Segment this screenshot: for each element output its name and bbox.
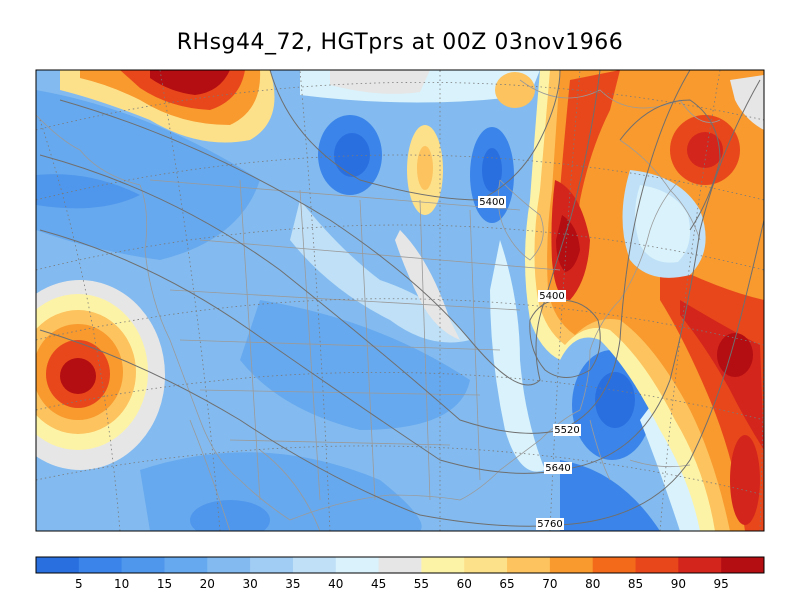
colorbar-cell: [549, 557, 594, 573]
moist-cell-west-5: [60, 358, 96, 394]
height-contour-ne: [619, 99, 721, 231]
border-vert-4: [419, 199, 431, 501]
colorbar-cell: [464, 557, 508, 573]
longitude-line-2: [159, 70, 221, 531]
dry-cell-1-core: [334, 133, 370, 177]
colorbar-tick-label: 90: [671, 577, 686, 591]
colorbar-cell: [36, 557, 80, 573]
longitude-line-7: [759, 299, 764, 531]
colorbar-cell: [421, 557, 465, 573]
colorbar-tick-label: 30: [242, 577, 257, 591]
pacific-coast: [36, 114, 291, 521]
colorbar-tick-label: 40: [328, 577, 343, 591]
height-contour-3: [39, 70, 691, 434]
dry-area-center: [240, 300, 470, 430]
moist-band-east: [490, 240, 545, 472]
border-mid-1: [169, 289, 521, 311]
border-south: [229, 439, 451, 446]
colorbar-tick-label: 15: [157, 577, 172, 591]
great-lakes: [497, 179, 544, 261]
dry-cell-6: [190, 500, 270, 531]
longitude-line-6: [659, 70, 721, 531]
colorbar-cell: [292, 557, 337, 573]
colorbar-tick-label: 85: [628, 577, 643, 591]
colorbar-tick-label: 95: [714, 577, 729, 591]
colorbar-cell: [507, 557, 551, 573]
border-vert-1: [239, 179, 261, 501]
contour-labels: 5400 5400 5520 5640 5760: [478, 196, 581, 530]
canada-islands: [519, 79, 721, 123]
colorbar-cell: [78, 557, 123, 573]
colorbar-frame: [35, 556, 765, 574]
colorbar-cells: [36, 557, 765, 573]
moist-band-se-4: [730, 435, 760, 525]
gulf-coast: [289, 179, 681, 521]
colorbar-tick-label: 70: [542, 577, 557, 591]
contour-label-1: 5400: [479, 197, 504, 208]
height-contour-2: [59, 70, 601, 386]
moist-patch-nne: [495, 72, 535, 108]
border-vert-3: [359, 199, 376, 501]
colorbar-tick-label: 5: [75, 577, 83, 591]
geo-lines: [36, 79, 721, 531]
mexico-coast-1: [189, 419, 231, 531]
moist-band-east-5: [556, 215, 580, 272]
mexico-coast-2: [259, 449, 321, 531]
moist-patch-north-core: [417, 146, 433, 190]
colorbar-tick-label: 10: [114, 577, 129, 591]
height-contour-1: [269, 70, 561, 201]
dry-area-northwest: [36, 90, 260, 260]
dry-cell-2-core: [482, 148, 502, 192]
colorbar-tick-label: 45: [371, 577, 386, 591]
colorbar-cell: [635, 557, 679, 573]
florida: [589, 419, 611, 481]
colorbar-cell: [250, 557, 294, 573]
border-mid-2: [179, 339, 501, 351]
colorbar-cell: [121, 557, 165, 573]
colorbar-cell: [335, 557, 380, 573]
moist-band-ne-core: [687, 132, 723, 168]
contour-label-4: 5640: [545, 463, 570, 474]
moist-band-se-3: [717, 333, 753, 377]
dry-cell-4: [560, 460, 660, 531]
contour-label-2: 5400: [539, 291, 564, 302]
colorbar-ticks: 5 10 15 20 30 35 40 45 55 60 65 70 80 85 90 95: [75, 577, 729, 591]
moist-tongue-nw-4: [150, 70, 230, 95]
colorbar-tick-label: 55: [414, 577, 429, 591]
caribbean-islands: [629, 459, 691, 468]
canada-coast: [619, 139, 701, 241]
colorbar-tick-label: 65: [499, 577, 514, 591]
colorbar-cell: [721, 557, 765, 573]
moist-band-north-gray: [330, 70, 430, 94]
humidity-field: 5400 5400 5520 5640 5760: [36, 70, 764, 531]
colorbar-cell: [678, 557, 722, 573]
contour-label-5: 5760: [537, 519, 562, 530]
border-vert-2: [299, 189, 321, 501]
colorbar-cell: [164, 557, 208, 573]
map-title: RHsg44_72, HGTprs at 00Z 03nov1966: [176, 30, 624, 55]
colorbar-tick-label: 80: [585, 577, 600, 591]
border-north-1: [149, 179, 521, 211]
map-frame: [35, 69, 765, 532]
longitude-line-3: [299, 70, 331, 531]
colorbar-cell: [592, 557, 637, 573]
dry-pocket-east-inner: [635, 185, 691, 263]
colorbar-tick-label: 20: [200, 577, 215, 591]
dry-cell-5: [36, 174, 140, 209]
colorbar-tick-label: 60: [457, 577, 472, 591]
colorbar-cell: [207, 557, 251, 573]
colorbar-tick-label: 35: [285, 577, 300, 591]
contour-label-3: 5520: [554, 425, 579, 436]
border-north-2: [199, 239, 561, 271]
dry-cell-3-core: [595, 372, 635, 428]
colorbar-cell: [378, 557, 422, 573]
border-vert-5: [469, 209, 481, 481]
